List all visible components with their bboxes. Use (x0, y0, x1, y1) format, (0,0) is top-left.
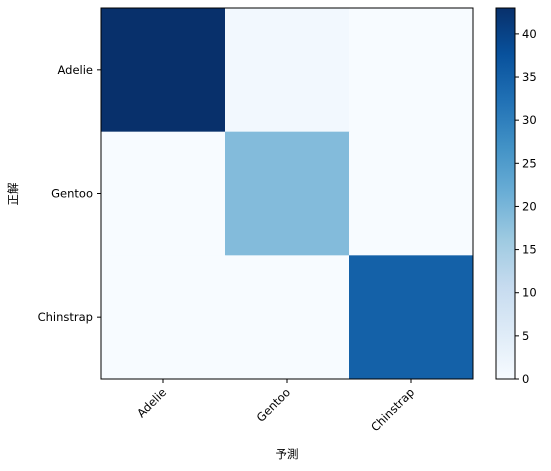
colorbar-tick-label: 30 (522, 113, 537, 127)
colorbar-tick-label: 25 (522, 156, 537, 170)
heatmap-cell (101, 255, 226, 380)
colorbar-tick-label: 35 (522, 70, 537, 84)
colorbar-tick-label: 5 (522, 329, 529, 343)
y-axis: Adelie Gentoo Chinstrap (38, 63, 101, 324)
y-axis-label: 正解 (6, 182, 20, 205)
x-axis-label: 予測 (276, 447, 299, 461)
y-tick-label: Chinstrap (38, 310, 93, 324)
heatmap-cell (225, 131, 350, 256)
colorbar-tick-label: 10 (522, 286, 537, 300)
heatmap-cell (101, 8, 226, 133)
x-axis: Adelie Gentoo Chinstrap (134, 379, 417, 434)
heatmap-cell (225, 8, 350, 133)
colorbar-ticks: 0 5 10 15 20 25 30 35 40 (515, 27, 537, 386)
colorbar-tick-label: 40 (522, 27, 537, 41)
x-tick-label: Adelie (134, 385, 169, 420)
heatmap-cell (101, 131, 226, 256)
colorbar-tick-label: 20 (522, 199, 537, 213)
colorbar (495, 7, 516, 380)
heatmap-cell (225, 255, 350, 380)
heatmap-cell (349, 255, 474, 380)
heatmap-cell (349, 131, 474, 256)
colorbar-tick-label: 0 (522, 372, 529, 386)
x-tick-label: Gentoo (254, 385, 293, 424)
colorbar-tick-label: 15 (522, 243, 537, 257)
y-tick-label: Gentoo (51, 187, 93, 201)
heatmap-cell (349, 8, 474, 133)
x-tick-label: Chinstrap (368, 385, 417, 434)
y-tick-label: Adelie (57, 63, 93, 77)
heatmap-cells (101, 8, 474, 380)
